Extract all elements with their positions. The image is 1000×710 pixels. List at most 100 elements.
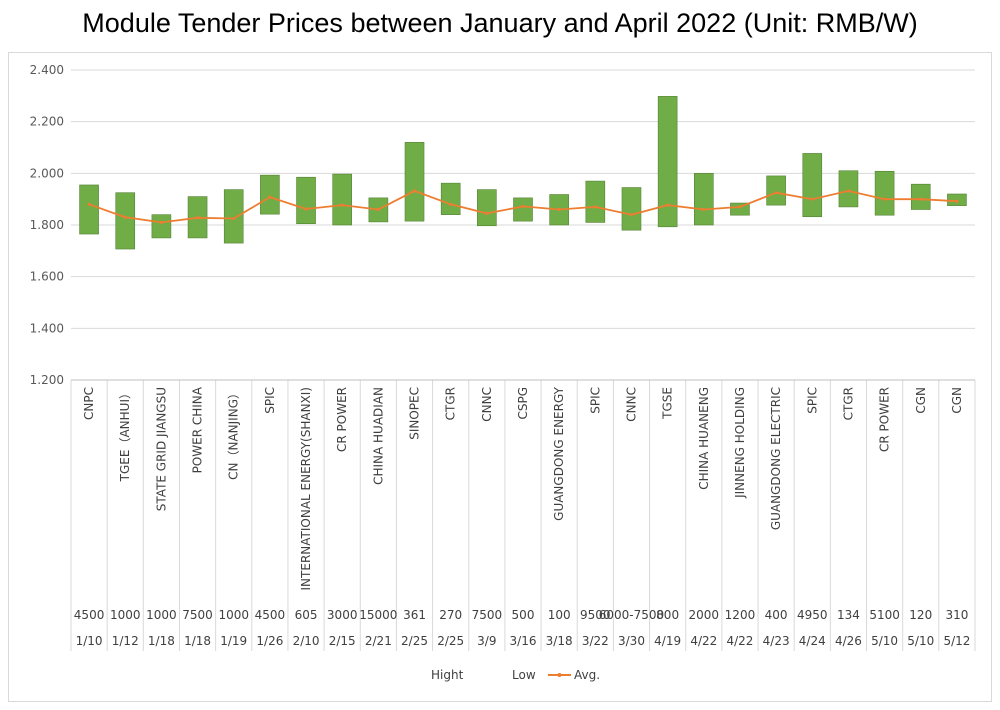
volume-label: 134 (837, 608, 860, 622)
date-label: 2/25 (437, 634, 464, 648)
category-group: CGN 120 5/10 (907, 387, 934, 648)
avg-point (521, 204, 525, 208)
date-label: 1/18 (184, 634, 211, 648)
volume-label: 1000 (218, 608, 249, 622)
range-bar (79, 184, 99, 235)
avg-point (340, 203, 344, 207)
volume-label: 605 (295, 608, 318, 622)
legend-label-hight: Hight (431, 668, 464, 682)
category-group: CGN 310 5/12 (943, 387, 970, 648)
avg-point (557, 207, 561, 212)
company-label: INTERNATIONAL ENERGY(SHANXI) (299, 387, 313, 590)
date-label: 1/12 (112, 634, 139, 648)
category-group: GUANGDONG ENERGY 100 3/18 (546, 386, 573, 648)
range-bar (802, 153, 823, 218)
date-label: 3/30 (618, 634, 645, 648)
company-label: CHINA HUADIAN (371, 387, 385, 485)
avg-point (87, 202, 91, 206)
volume-label: 7500 (472, 608, 503, 622)
range-bar (404, 142, 425, 222)
date-label: 4/23 (763, 634, 790, 648)
company-label: CSPG (516, 387, 530, 420)
range-bar (477, 189, 497, 227)
range-bar (296, 176, 316, 225)
volume-label: 2000 (689, 608, 720, 622)
date-label: 5/12 (943, 634, 970, 648)
company-label: JINNENG HOLDING (733, 387, 747, 499)
avg-point (883, 197, 887, 201)
category-group: CR POWER 5100 5/10 (869, 387, 900, 648)
y-tick-label: 2.200 (30, 115, 64, 129)
avg-point (123, 215, 127, 219)
volume-label: 9500 (580, 608, 611, 622)
avg-point (738, 205, 742, 209)
company-label: POWER CHINA (191, 386, 205, 473)
category-group: GUANGDONG ELECTRIC 400 4/23 (763, 387, 790, 648)
category-group: CNPC 4500 1/10 (74, 387, 105, 648)
date-label: 3/9 (477, 634, 496, 648)
company-label: CNPC (82, 387, 96, 420)
category-group: CSPG 500 3/16 (510, 387, 537, 648)
company-label: CHINA HUANENG (697, 387, 711, 490)
company-label: CGN (950, 387, 964, 414)
category-group: SINOPEC 361 2/25 (401, 387, 428, 648)
legend: Hight Low Avg. (431, 668, 600, 682)
date-label: 5/10 (907, 634, 934, 648)
category-group: CTGR 270 2/25 (437, 387, 464, 648)
volume-label: 4950 (797, 608, 828, 622)
category-group: CR POWER 3000 2/15 (327, 387, 358, 648)
volume-label: 1200 (725, 608, 756, 622)
avg-point (955, 199, 959, 203)
date-label: 4/22 (726, 634, 753, 648)
category-group: POWER CHINA 7500 1/18 (182, 386, 213, 648)
company-label: CR POWER (878, 387, 892, 452)
category-group: CNNC 7500 3/9 (472, 387, 503, 648)
company-label: SPIC (263, 387, 277, 414)
avg-point (702, 207, 706, 212)
legend-marker-avg (557, 673, 562, 677)
company-label: SPIC (805, 387, 819, 414)
avg-point (232, 216, 236, 221)
range-bar (513, 197, 533, 222)
y-tick-label: 2.000 (30, 166, 64, 180)
range-bar (910, 183, 931, 210)
category-group: CNNC 6000-7500 3/30 (599, 387, 664, 648)
date-label: 3/18 (546, 634, 573, 648)
avg-point (304, 207, 308, 211)
category-group: STATE GRID JIANGSU 1000 1/18 (146, 387, 177, 648)
range-bar (657, 96, 678, 228)
volume-label: 500 (512, 608, 535, 622)
volume-label: 361 (403, 608, 426, 622)
date-label: 4/26 (835, 634, 862, 648)
avg-point (485, 211, 489, 215)
date-label: 1/26 (256, 634, 283, 648)
category-group: SPIC 9500 3/22 (580, 387, 611, 648)
legend-label-low: Low (512, 668, 536, 682)
avg-point (195, 216, 200, 220)
category-group: JINNENG HOLDING 1200 4/22 (725, 387, 756, 648)
company-label: TGEE（ANHUI） (118, 387, 132, 482)
company-label: SINOPEC (408, 387, 422, 440)
avg-point (449, 202, 453, 206)
range-bar (223, 189, 244, 244)
volume-label: 120 (909, 608, 932, 622)
volume-label: 800 (656, 608, 679, 622)
range-bar (332, 173, 353, 226)
date-label: 2/25 (401, 634, 428, 648)
avg-point (593, 205, 597, 209)
volume-label: 4500 (74, 608, 105, 622)
date-label: 1/18 (148, 634, 175, 648)
range-bar (585, 180, 606, 223)
company-label: CNNC (624, 387, 638, 422)
volume-label: 400 (765, 608, 788, 622)
range-bar (115, 192, 136, 250)
avg-point (159, 220, 163, 225)
volume-label: 5100 (869, 608, 900, 622)
date-label: 2/21 (365, 634, 392, 648)
company-label: CR POWER (335, 387, 349, 452)
category-group: INTERNATIONAL ENERGY(SHANXI) 605 2/10 (293, 387, 320, 648)
company-label: SPIC (588, 387, 602, 414)
y-tick-label: 2.400 (30, 63, 64, 77)
category-group: CTGR 134 4/26 (835, 387, 862, 648)
company-label: CTGR (841, 387, 855, 420)
